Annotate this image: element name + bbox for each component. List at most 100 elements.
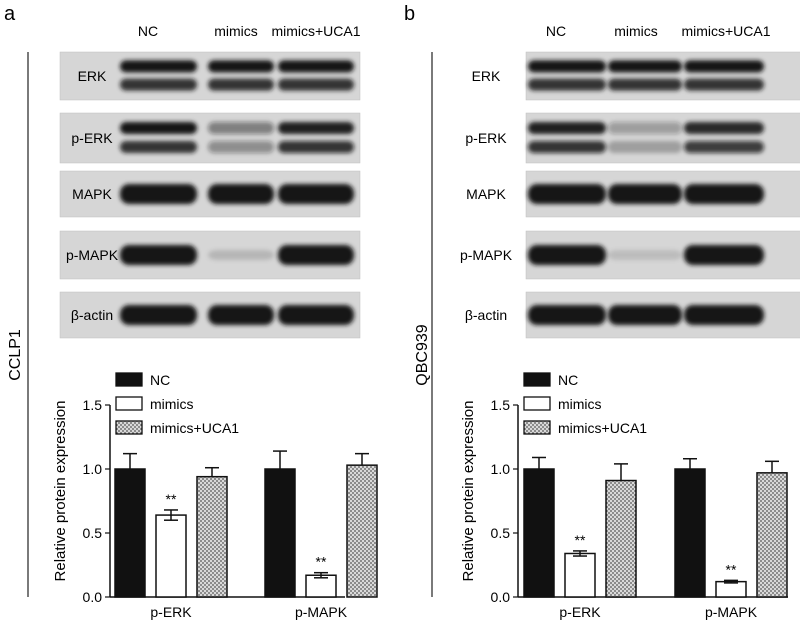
bar-chart: 0.0 0.5 1.0 1.5 Relative protein expression *… [52, 372, 378, 620]
chart-legend: NC mimics mimics+UCA1 [523, 372, 647, 436]
lane-label: NC [138, 23, 158, 39]
blot-membrane [59, 51, 361, 101]
panel-letter: a [4, 3, 16, 25]
protein-band [608, 184, 682, 204]
protein-band [208, 305, 274, 325]
legend-swatch [523, 372, 551, 387]
blot-membrane [525, 112, 800, 164]
panel-letter: b [404, 3, 415, 25]
y-tick-label: 1.0 [83, 461, 103, 477]
panel-b: b QBC939 NC mimics mimics+UCA1 ERK p-ERK MAPK p-… [404, 3, 800, 620]
y-axis-title: Relative protein expression [52, 401, 69, 582]
lane-label: mimics [214, 23, 258, 39]
bar [264, 468, 296, 598]
legend-label: NC [150, 372, 170, 388]
protein-band [120, 305, 197, 325]
protein-band [528, 184, 606, 204]
protein-band [684, 60, 764, 73]
protein-band [208, 60, 274, 73]
protein-band [608, 60, 682, 73]
legend-label: mimics+UCA1 [150, 420, 239, 436]
legend-swatch [523, 420, 551, 435]
protein-band [120, 141, 197, 153]
protein-band [208, 184, 274, 204]
y-tick-label: 0.0 [83, 589, 103, 605]
blot-row-erk: ERK [59, 51, 361, 101]
protein-band [278, 305, 354, 325]
blot-row-perk: p-ERK [465, 112, 800, 164]
lane-label: mimics+UCA1 [681, 23, 770, 39]
lane-label: NC [546, 23, 566, 39]
protein-band [208, 141, 274, 153]
protein-band [278, 141, 354, 153]
cell-line-label: QBC939 [414, 324, 431, 385]
cell-line-label: CCLP1 [7, 329, 24, 381]
blot-label: β-actin [71, 307, 113, 323]
protein-band [208, 122, 274, 134]
x-category-label: p-MAPK [705, 604, 758, 620]
chart-legend: NC mimics mimics+UCA1 [115, 372, 239, 436]
blot-label: MAPK [466, 186, 506, 202]
protein-band [528, 78, 606, 91]
blot-row-mapk: MAPK [59, 170, 361, 218]
blot-label: β-actin [465, 307, 507, 323]
bar [674, 468, 706, 598]
significance-marker: ** [316, 554, 327, 570]
protein-band [208, 250, 274, 260]
protein-band [528, 122, 606, 134]
protein-band [528, 141, 606, 153]
protein-band [208, 78, 274, 91]
panel-a: a CCLP1 NC mimics mimics+UCA1 ERK p-ERK MAPK p-M… [4, 3, 378, 620]
protein-band [684, 122, 764, 134]
protein-band [120, 122, 197, 134]
y-tick-label: 0.5 [83, 525, 103, 541]
protein-band [120, 60, 197, 73]
y-axis-title: Relative protein expression [460, 401, 477, 582]
protein-band [278, 122, 354, 134]
lane-label: mimics+UCA1 [271, 23, 360, 39]
bar [715, 580, 747, 598]
x-category-label: p-ERK [559, 604, 601, 620]
lane-label: mimics [614, 23, 658, 39]
blot-label: p-ERK [465, 130, 507, 146]
protein-band [684, 141, 764, 153]
protein-band [120, 78, 197, 91]
x-category-label: p-ERK [150, 604, 192, 620]
blot-row-pmapk: p-MAPK [460, 230, 800, 280]
protein-band [528, 245, 606, 265]
legend-swatch [523, 396, 551, 411]
blot-label: p-MAPK [460, 247, 513, 263]
blot-label: ERK [78, 68, 107, 84]
protein-band [528, 305, 606, 325]
legend-swatch [115, 372, 143, 387]
protein-band [608, 250, 682, 260]
protein-band [120, 245, 197, 265]
legend-label: mimics [150, 396, 194, 412]
blot-row-mapk: MAPK [466, 170, 800, 218]
protein-band [278, 60, 354, 73]
bar [346, 464, 378, 598]
y-tick-label: 1.0 [491, 461, 511, 477]
protein-band [684, 78, 764, 91]
bar [605, 479, 637, 598]
significance-marker: ** [726, 561, 737, 577]
bar [564, 552, 596, 598]
blot-membrane [59, 112, 361, 164]
blot-row-actin: β-actin [59, 291, 361, 339]
protein-band [608, 78, 682, 91]
protein-band [608, 305, 682, 325]
protein-band [684, 305, 764, 325]
protein-band [528, 60, 606, 73]
blot-label: ERK [472, 68, 501, 84]
protein-band [608, 141, 682, 153]
protein-band [120, 184, 197, 204]
blot-row-erk: ERK [472, 51, 800, 101]
bar [114, 468, 146, 598]
blot-row-perk: p-ERK [59, 112, 361, 164]
protein-band [278, 245, 354, 265]
blot-row-pmapk: p-MAPK [59, 230, 361, 280]
blot-row-actin: β-actin [465, 291, 800, 339]
significance-marker: ** [575, 532, 586, 548]
bar [523, 468, 555, 598]
